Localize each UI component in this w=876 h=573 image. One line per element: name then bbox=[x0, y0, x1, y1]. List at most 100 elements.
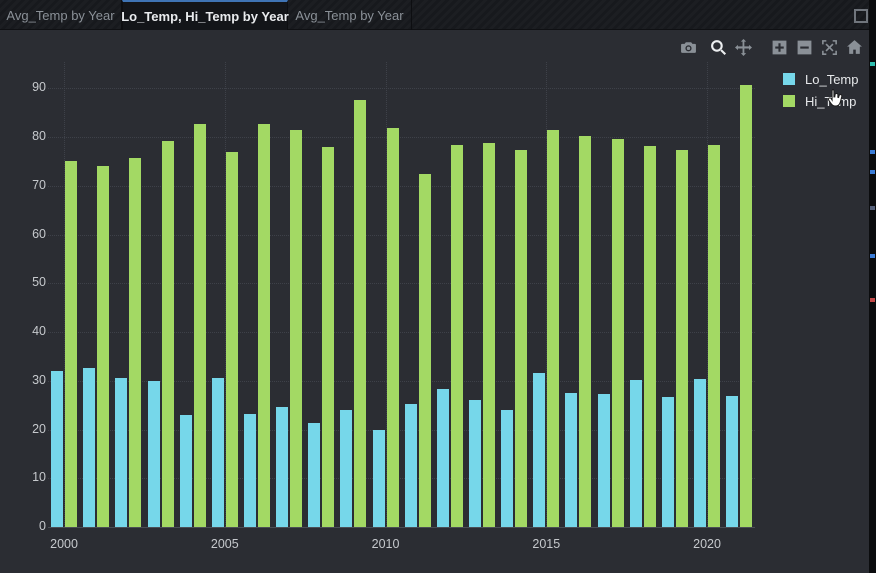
x-gridline bbox=[707, 62, 709, 527]
hi_temp-bar-2021 bbox=[740, 84, 753, 527]
minimap-speck bbox=[870, 254, 875, 258]
x-gridline bbox=[64, 62, 66, 527]
lo_temp-bar-2015 bbox=[533, 373, 546, 527]
hi_temp-bar-2012 bbox=[450, 144, 463, 527]
minimap-speck bbox=[870, 170, 875, 174]
zoom-button[interactable] bbox=[710, 39, 728, 57]
y-gridline bbox=[48, 332, 755, 334]
lo_temp-bar-2000 bbox=[51, 371, 64, 527]
lo_temp-bar-2001 bbox=[83, 368, 96, 527]
y-gridline bbox=[48, 88, 755, 90]
hi_temp-bar-2015 bbox=[547, 129, 560, 527]
y-gridline bbox=[48, 185, 755, 187]
lo_temp-bar-2006 bbox=[243, 413, 256, 527]
x-gridline bbox=[224, 62, 226, 527]
hi_temp-bar-2008 bbox=[322, 146, 335, 527]
legend-label: Lo_Temp bbox=[805, 71, 859, 87]
hi_temp-bar-2010 bbox=[386, 127, 399, 527]
hi_temp-bar-2011 bbox=[418, 174, 431, 527]
y-gridline bbox=[48, 283, 755, 285]
autoscale-button[interactable] bbox=[821, 39, 839, 57]
pan-icon bbox=[735, 39, 752, 56]
minimap-speck bbox=[870, 62, 875, 66]
y-gridline bbox=[48, 527, 755, 528]
lo_temp-bar-2016 bbox=[565, 392, 578, 527]
hi_temp-bar-2006 bbox=[257, 123, 270, 527]
hi_temp-bar-2004 bbox=[193, 123, 206, 527]
y-tick-label: 50 bbox=[32, 275, 46, 290]
x-tick-label: 2015 bbox=[532, 537, 561, 551]
pan-button[interactable] bbox=[735, 39, 753, 57]
legend-item-hi_temp[interactable]: Hi_Temp bbox=[783, 90, 858, 112]
minimap-speck bbox=[870, 150, 875, 154]
y-gridline bbox=[48, 137, 755, 139]
zoom-in-button[interactable] bbox=[771, 39, 789, 57]
hi_temp-bar-2003 bbox=[161, 141, 174, 527]
y-gridline bbox=[48, 429, 755, 431]
y-tick-label: 80 bbox=[32, 129, 46, 144]
tab-lo-temp-hi-temp-by-year[interactable]: Lo_Temp, Hi_Temp by Year bbox=[121, 0, 289, 30]
hi_temp-bar-2000 bbox=[65, 161, 78, 527]
minimap-speck bbox=[870, 206, 875, 210]
zoom-out-button[interactable] bbox=[796, 39, 814, 57]
hi_temp-bar-2018 bbox=[643, 146, 656, 527]
y-tick-label: 70 bbox=[32, 177, 46, 192]
lo_temp-bar-2013 bbox=[469, 400, 482, 527]
x-tick-label: 2000 bbox=[50, 537, 78, 551]
background-window-edge-strip bbox=[869, 0, 876, 573]
lo_temp-bar-2004 bbox=[179, 415, 192, 527]
autoscale-icon bbox=[822, 40, 837, 55]
y-tick-label: 30 bbox=[32, 372, 46, 387]
lo_temp-bar-2012 bbox=[436, 389, 449, 527]
y-tick-label: 40 bbox=[32, 324, 46, 339]
hi_temp-bar-2013 bbox=[483, 143, 496, 527]
hi_temp-bar-2016 bbox=[579, 135, 592, 527]
zoom-in-icon bbox=[772, 40, 787, 55]
tab-bar: Avg_Temp by Year Lo_Temp, Hi_Temp by Yea… bbox=[0, 0, 876, 30]
y-tick-label: 10 bbox=[32, 470, 46, 485]
lo_temp-bar-2002 bbox=[115, 378, 128, 527]
lo_temp-bar-2011 bbox=[404, 404, 417, 527]
x-tick-label: 2020 bbox=[693, 537, 721, 551]
camera-icon bbox=[681, 42, 696, 53]
y-tick-label: 60 bbox=[32, 226, 46, 241]
hi_temp-bar-2005 bbox=[225, 151, 238, 527]
plotly-modebar bbox=[680, 39, 864, 57]
hi_temp-swatch-icon bbox=[783, 95, 795, 107]
legend-item-lo_temp[interactable]: Lo_Temp bbox=[783, 68, 858, 90]
hi_temp-bar-2017 bbox=[611, 138, 624, 527]
lo_temp-bar-2018 bbox=[629, 379, 642, 527]
x-gridline bbox=[546, 62, 548, 527]
home-icon bbox=[847, 40, 862, 54]
lo_temp-bar-2014 bbox=[501, 410, 514, 527]
tab-avg-temp-by-year-1[interactable]: Avg_Temp by Year bbox=[0, 0, 122, 30]
lo_temp-swatch-icon bbox=[783, 73, 795, 85]
hi_temp-bar-2014 bbox=[515, 150, 528, 527]
lo_temp-bar-2021 bbox=[726, 395, 739, 527]
hi_temp-bar-2002 bbox=[129, 157, 142, 527]
lo_temp-bar-2008 bbox=[308, 422, 321, 527]
hi_temp-bar-2020 bbox=[708, 145, 721, 527]
hi_temp-bar-2019 bbox=[675, 149, 688, 527]
lo_temp-bar-2017 bbox=[597, 393, 610, 527]
x-gridline bbox=[385, 62, 387, 527]
hi_temp-bar-2007 bbox=[290, 130, 303, 527]
zoom-icon bbox=[711, 40, 727, 56]
tab-avg-temp-by-year-2[interactable]: Avg_Temp by Year bbox=[288, 0, 412, 30]
window-square-icon[interactable] bbox=[854, 9, 868, 23]
home-button[interactable] bbox=[846, 39, 864, 57]
lo_temp-bar-2019 bbox=[661, 397, 674, 527]
lo_temp-bar-2003 bbox=[147, 380, 160, 527]
camera-button[interactable] bbox=[680, 39, 698, 57]
hi_temp-bar-2009 bbox=[354, 99, 367, 527]
hi_temp-bar-2001 bbox=[97, 165, 110, 527]
zoom-out-icon bbox=[797, 40, 812, 55]
y-gridline bbox=[48, 478, 755, 480]
lo_temp-bar-2010 bbox=[372, 430, 385, 527]
lo_temp-bar-2007 bbox=[276, 407, 289, 527]
lo_temp-bar-2009 bbox=[340, 410, 353, 527]
lo_temp-bar-2005 bbox=[211, 378, 224, 527]
y-tick-label: 20 bbox=[32, 421, 46, 436]
